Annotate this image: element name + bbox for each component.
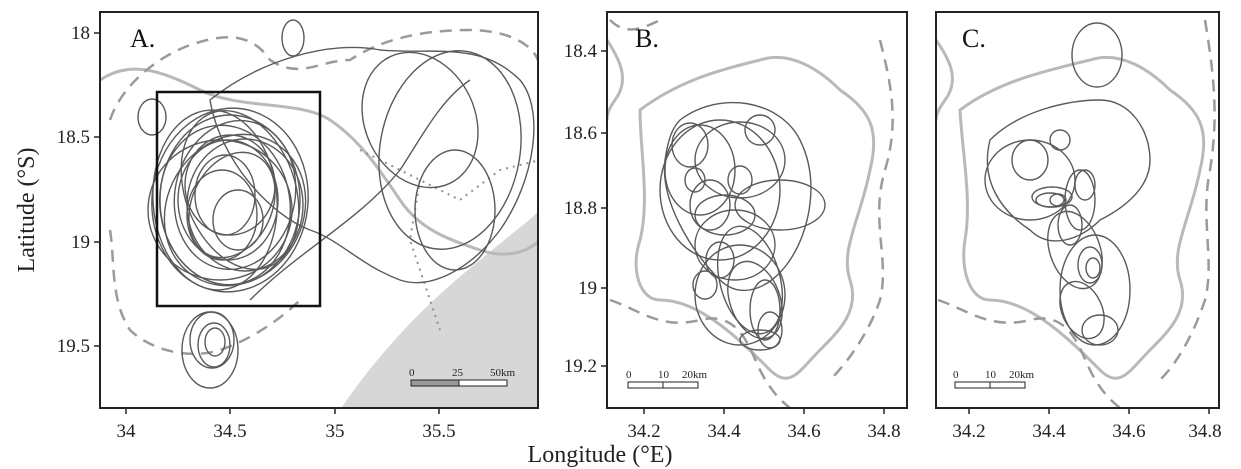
x-axis-title: Longitude (°E) [528,442,673,468]
y-tick-label: 18.5 [57,127,90,148]
scale-label-0: 0 [953,369,959,381]
home-range-cluster [147,107,309,293]
x-tick-label: 34 [117,421,137,442]
panel-b-map [607,18,894,408]
panel-a-x-ticks: 34 34.5 35 35.5 [117,408,456,442]
x-tick-label: 35 [326,421,345,442]
panel-b-y-ticks: 18.4 18.6 18.8 19 19.2 [564,41,607,377]
panel-a: 0 25 50km A. 34 34.5 35 35.5 18 18.5 19 … [57,11,539,442]
panel-b-label: B. [635,24,659,53]
dashed-boundary-east [1159,19,1216,381]
panel-c: 0 10 20km C. 34.2 34.4 34.6 34.8 [935,11,1222,442]
x-tick-label: 34.6 [1112,421,1145,442]
y-axis-title: Latitude (°S) [14,148,40,273]
home-range-east [209,46,535,301]
ocean-area [341,211,538,408]
scale-label-0: 0 [626,369,632,381]
home-range-outlines [659,101,826,351]
y-tick-label: 19.5 [57,336,90,357]
scale-label-mid: 10 [658,369,670,381]
panel-a-frame [99,11,539,409]
home-range-outlines [984,22,1151,346]
home-range-north-small [281,19,305,57]
dashed-boundary-north [609,18,661,31]
scale-bar: 0 10 20km [626,369,708,389]
hunting-block-boundary-2 [408,179,441,331]
y-tick-label: 18.6 [564,123,597,144]
panel-b: 0 10 20km B. 34.2 34.4 34.6 34.8 18.4 18… [564,11,908,442]
panel-b-frame [606,11,908,409]
reserve-boundary [634,55,876,380]
y-tick-label: 19 [578,278,597,299]
panel-c-label: C. [962,24,986,53]
protected-area-boundary [108,28,538,121]
x-tick-label: 34.4 [707,421,741,442]
scale-bar: 0 25 50km [409,367,516,387]
y-tick-label: 19.2 [564,356,597,377]
reserve-boundary-west [936,39,954,121]
hunting-block-boundary [359,149,538,202]
dashed-boundary-east [829,39,894,381]
x-tick-label: 34.8 [1188,421,1221,442]
x-tick-label: 34.5 [213,421,246,442]
panel-a-y-ticks: 18 18.5 19 19.5 [57,23,100,357]
scale-label-end: 20km [682,369,708,381]
panel-c-x-ticks: 34.2 34.4 34.6 34.8 [952,408,1222,442]
x-tick-label: 35.5 [422,421,455,442]
scale-label-end: 50km [490,367,516,379]
panel-c-map [936,19,1216,408]
x-tick-label: 34.2 [952,421,985,442]
scale-bar: 0 10 20km [953,369,1035,389]
panel-c-frame [935,11,1220,409]
y-tick-label: 19 [71,232,90,253]
y-tick-label: 18.4 [564,41,598,62]
study-area-box [155,90,322,308]
x-tick-label: 34.2 [627,421,660,442]
panel-a-map [100,19,538,408]
y-tick-label: 18.8 [564,198,597,219]
reserve-boundary-west [607,39,624,121]
reserve-boundary [958,55,1206,380]
protected-area-boundary-lower [108,229,301,356]
dashed-boundary [609,298,791,408]
coastline [100,67,538,256]
scale-label-mid: 10 [985,369,997,381]
x-tick-label: 34.8 [867,421,900,442]
x-tick-label: 34.6 [787,421,820,442]
x-tick-label: 34.4 [1032,421,1066,442]
dashed-boundary [937,298,1121,408]
scale-label-0: 0 [409,367,415,379]
y-tick-label: 18 [71,23,90,44]
panel-a-label: A. [130,24,155,53]
home-range-small-west [137,98,167,136]
scale-label-mid: 25 [452,367,464,379]
scale-label-end: 20km [1009,369,1035,381]
home-range-south [181,311,239,389]
panel-b-x-ticks: 34.2 34.4 34.6 34.8 [627,408,901,442]
